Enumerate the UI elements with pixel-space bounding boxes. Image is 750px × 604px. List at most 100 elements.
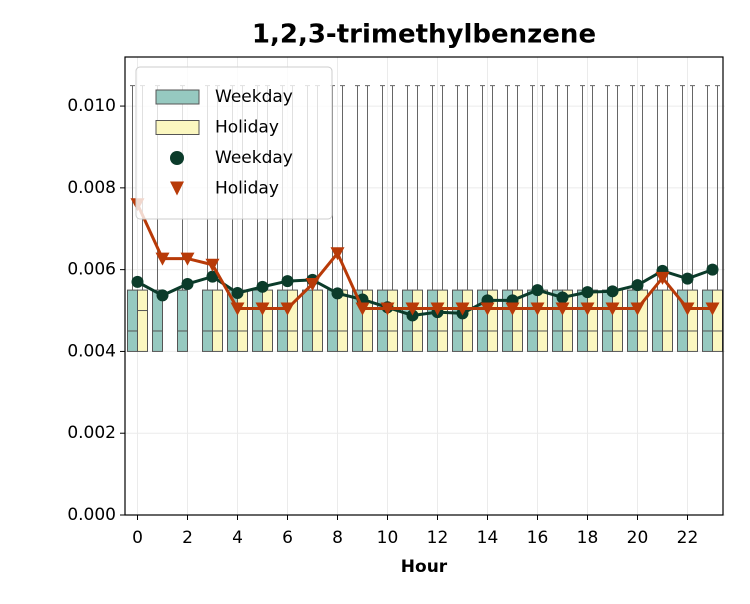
legend-label: Holiday — [215, 118, 279, 138]
box-body — [137, 289, 148, 352]
box — [677, 85, 688, 352]
x-tick-label: 20 — [627, 528, 649, 548]
box — [637, 85, 648, 352]
point — [355, 302, 370, 316]
box-body — [662, 289, 673, 352]
box-body — [687, 289, 698, 352]
box — [652, 85, 663, 352]
point — [531, 284, 544, 297]
x-tick-label: 10 — [377, 528, 399, 548]
box — [662, 85, 673, 352]
point — [605, 302, 620, 316]
legend-label: Holiday — [215, 179, 279, 199]
point — [180, 252, 195, 266]
point — [630, 302, 645, 316]
point — [655, 271, 670, 285]
box — [512, 85, 523, 352]
y-tick-label: 0.000 — [67, 505, 116, 525]
point — [305, 277, 320, 291]
box-body — [377, 289, 388, 352]
point — [155, 252, 170, 266]
box — [387, 85, 398, 352]
point — [330, 247, 345, 261]
box-body — [577, 289, 588, 352]
x-tick-label: 4 — [232, 528, 243, 548]
line — [136, 203, 713, 310]
box-body — [452, 289, 463, 352]
legend-marker — [170, 181, 184, 196]
point — [430, 302, 445, 316]
point — [580, 302, 595, 316]
box-body — [587, 289, 598, 352]
point — [256, 280, 269, 293]
box-body — [262, 289, 273, 352]
legend-marker — [170, 151, 184, 165]
x-tick-label: 22 — [677, 528, 699, 548]
box-body — [462, 289, 473, 352]
point — [205, 258, 220, 272]
box-body — [527, 289, 538, 352]
box-body — [487, 289, 498, 352]
legend-swatch — [155, 120, 200, 135]
point — [706, 263, 719, 276]
point — [505, 302, 520, 316]
box-body — [327, 289, 338, 352]
box-body — [152, 289, 163, 352]
box — [362, 85, 373, 352]
x-tick-label: 8 — [332, 528, 343, 548]
box-body — [362, 289, 373, 352]
x-tick-label: 12 — [427, 528, 449, 548]
point — [255, 302, 270, 316]
x-axis-label: Hour — [401, 557, 448, 577]
chart-title: 1,2,3-trimethylbenzene — [252, 20, 596, 50]
box-body — [312, 289, 323, 352]
point — [556, 291, 569, 304]
legend-label: Weekday — [215, 87, 293, 107]
point — [281, 275, 294, 288]
point — [631, 279, 644, 292]
legend-swatch — [155, 89, 200, 105]
box — [462, 85, 473, 352]
box-body — [702, 289, 713, 352]
box-body — [127, 289, 138, 352]
box-body — [712, 289, 723, 352]
point — [680, 302, 695, 316]
box — [702, 85, 713, 352]
x-tick-label: 2 — [182, 528, 193, 548]
point — [280, 302, 295, 316]
x-tick-label: 0 — [132, 528, 143, 548]
point — [530, 302, 545, 316]
point — [555, 302, 570, 316]
box — [687, 85, 698, 352]
point — [230, 302, 245, 316]
box-body — [562, 289, 573, 352]
legend-label: Weekday — [215, 148, 293, 168]
box-body — [427, 289, 438, 352]
x-tick-label: 6 — [282, 528, 293, 548]
point — [131, 275, 144, 288]
y-tick-label: 0.010 — [67, 96, 116, 116]
x-tick-label: 18 — [577, 528, 599, 548]
plot-frame — [124, 56, 724, 516]
box-body — [177, 289, 188, 352]
point — [380, 302, 395, 316]
point — [156, 289, 169, 302]
box-body — [252, 289, 263, 352]
box-body — [212, 289, 223, 352]
box — [562, 85, 573, 352]
y-tick-label: 0.006 — [67, 260, 116, 280]
point — [455, 302, 470, 316]
y-tick-label: 0.008 — [67, 178, 116, 198]
box-body — [387, 289, 398, 352]
box-body — [652, 289, 663, 352]
box-body — [302, 289, 313, 352]
point — [581, 286, 594, 299]
point — [405, 302, 420, 316]
box-body — [437, 289, 448, 352]
box-body — [612, 289, 623, 352]
box-body — [512, 289, 523, 352]
x-tick-label: 16 — [527, 528, 549, 548]
box — [337, 85, 348, 352]
box-body — [537, 289, 548, 352]
